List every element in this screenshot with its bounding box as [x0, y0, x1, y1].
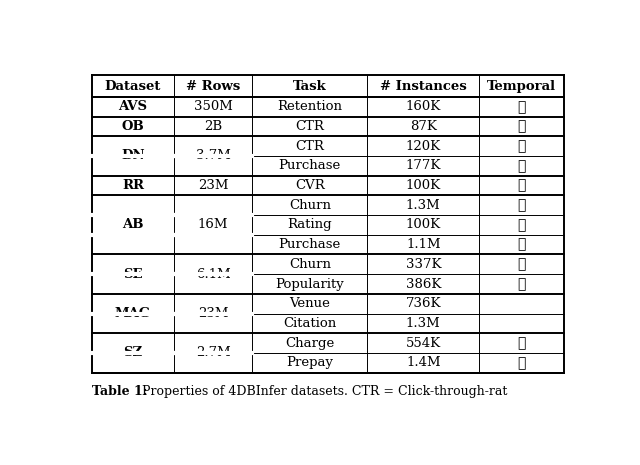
Text: ✓: ✓ [517, 100, 525, 114]
Text: Churn: Churn [289, 199, 331, 212]
Text: Task: Task [293, 80, 327, 93]
Text: Prepay: Prepay [286, 356, 333, 369]
Text: ✓: ✓ [517, 238, 525, 252]
Text: Churn: Churn [289, 258, 331, 271]
Text: 6.1M: 6.1M [196, 268, 230, 281]
Text: 23M: 23M [198, 179, 228, 192]
Text: 1.1M: 1.1M [406, 238, 440, 251]
Text: # Rows: # Rows [186, 80, 240, 93]
Text: 120K: 120K [406, 140, 441, 153]
Text: ✓: ✓ [517, 159, 525, 173]
Text: 337K: 337K [406, 258, 441, 271]
Text: MAG: MAG [115, 307, 151, 320]
Text: 736K: 736K [406, 297, 441, 310]
Text: AB: AB [122, 219, 144, 232]
Text: Rating: Rating [287, 219, 332, 232]
Text: ✓: ✓ [517, 198, 525, 212]
Text: 3.7M: 3.7M [196, 149, 230, 162]
Text: 350M: 350M [193, 100, 232, 113]
Text: OB: OB [122, 120, 145, 133]
Text: 386K: 386K [406, 278, 441, 291]
Text: ✓: ✓ [517, 120, 525, 133]
Text: 100K: 100K [406, 219, 441, 232]
Text: 1.3M: 1.3M [406, 199, 440, 212]
Text: Table 1:: Table 1: [92, 385, 148, 398]
Text: Charge: Charge [285, 337, 335, 350]
Text: 2.7M: 2.7M [196, 346, 230, 359]
Text: ✓: ✓ [517, 139, 525, 153]
Text: Purchase: Purchase [279, 159, 341, 173]
Text: ✓: ✓ [517, 218, 525, 232]
Text: SZ: SZ [124, 346, 143, 359]
Text: 16M: 16M [198, 219, 228, 232]
Text: Dataset: Dataset [105, 80, 161, 93]
Text: ✓: ✓ [517, 257, 525, 272]
Text: 87K: 87K [410, 120, 436, 133]
Text: Temporal: Temporal [487, 80, 556, 93]
Text: CVR: CVR [295, 179, 324, 192]
Text: AVS: AVS [118, 100, 147, 113]
Text: 100K: 100K [406, 179, 441, 192]
Text: 23M: 23M [198, 307, 228, 320]
Text: 554K: 554K [406, 337, 441, 350]
Text: Citation: Citation [284, 317, 337, 330]
Text: ✓: ✓ [517, 336, 525, 350]
Text: 1.4M: 1.4M [406, 356, 440, 369]
Text: 1.3M: 1.3M [406, 317, 440, 330]
Text: Popularity: Popularity [275, 278, 344, 291]
Text: 177K: 177K [406, 159, 441, 173]
Text: CTR: CTR [296, 140, 324, 153]
Text: Properties of 4DBInfer datasets. CTR = Click-through-rat: Properties of 4DBInfer datasets. CTR = C… [138, 385, 508, 398]
Text: Retention: Retention [277, 100, 342, 113]
Text: SE: SE [124, 268, 143, 281]
Text: RR: RR [122, 179, 144, 192]
Text: 2B: 2B [204, 120, 222, 133]
Text: # Instances: # Instances [380, 80, 467, 93]
Text: ✓: ✓ [517, 179, 525, 193]
Text: Venue: Venue [289, 297, 330, 310]
Text: CTR: CTR [296, 120, 324, 133]
Text: ✓: ✓ [517, 277, 525, 291]
Text: ✓: ✓ [517, 356, 525, 370]
Text: DN: DN [121, 149, 145, 162]
Text: Purchase: Purchase [279, 238, 341, 251]
Text: 160K: 160K [406, 100, 441, 113]
